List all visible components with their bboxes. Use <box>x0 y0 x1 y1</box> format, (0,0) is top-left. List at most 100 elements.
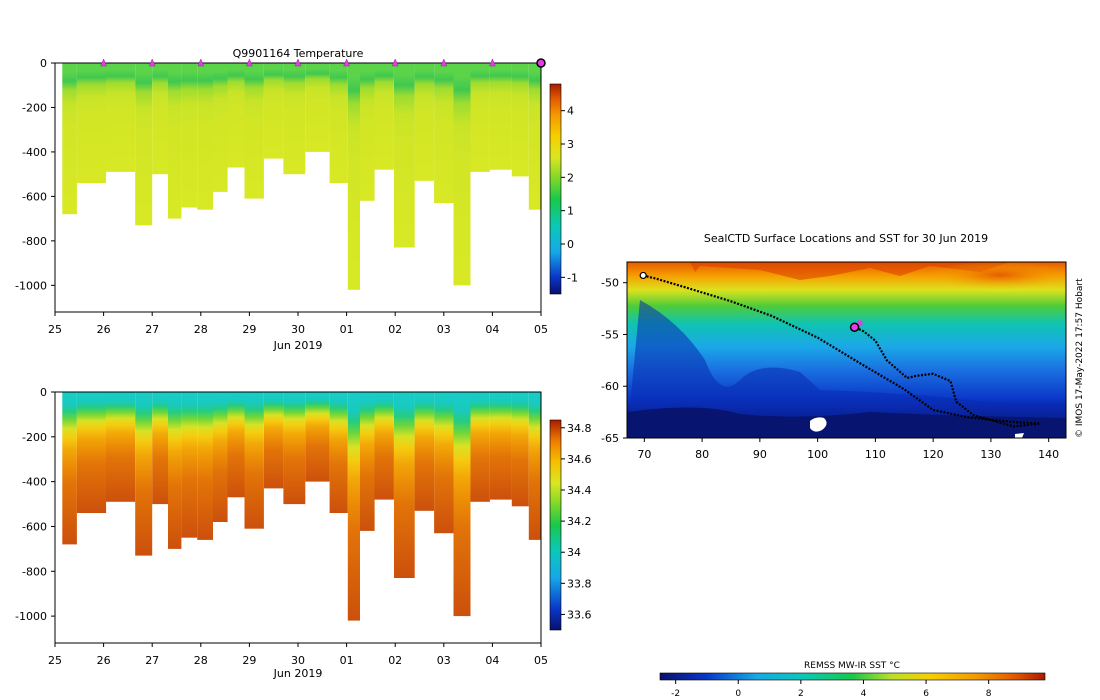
colorbar-tick-label: 33.6 <box>567 608 592 621</box>
profile-column <box>76 63 107 184</box>
seal-track <box>639 271 1041 428</box>
profile-column <box>414 392 434 511</box>
profile-marker <box>391 58 399 67</box>
colorbar-tick-label: -2 <box>671 689 680 699</box>
profile-column <box>227 392 245 498</box>
salinity-x-axis: 25 26 27 28 29 30 01 02 03 04 05 <box>48 643 548 667</box>
profile-column <box>453 392 471 617</box>
y-tick-label: -600 <box>22 520 47 533</box>
temperature-y-axis: 0 -200 -400 -600 -800 -1000 <box>15 57 55 292</box>
x-tick-label: 30 <box>291 654 305 667</box>
y-tick-label: -400 <box>22 146 47 159</box>
x-tick-label: 01 <box>340 323 354 336</box>
x-tick-label: 05 <box>534 654 548 667</box>
profile-column <box>168 392 182 549</box>
profile-column <box>374 63 394 170</box>
profile-column <box>347 392 360 621</box>
colorbar-tick-label: 3 <box>567 138 574 151</box>
profile-column <box>264 392 284 489</box>
profile-column <box>283 392 306 505</box>
x-tick-label: 27 <box>145 654 159 667</box>
y-tick-label: -50 <box>601 277 619 290</box>
profile-column <box>181 392 198 538</box>
profile-column <box>135 63 153 226</box>
x-tick-label: 80 <box>695 448 709 461</box>
profile-marker <box>343 58 350 67</box>
colorbar-tick-label: 0 <box>567 238 574 251</box>
profile-column <box>181 63 198 208</box>
colorbar-tick-label: 4 <box>567 105 574 118</box>
profile-marker <box>148 58 156 67</box>
x-tick-label: 130 <box>980 448 1001 461</box>
profile-column <box>168 63 182 219</box>
y-tick-label: -800 <box>22 565 47 578</box>
y-tick-label: 0 <box>40 386 47 399</box>
profile-column <box>283 63 306 175</box>
colorbar-tick-label: -1 <box>567 271 578 284</box>
profile-column <box>62 63 77 215</box>
x-tick-label: 140 <box>1038 448 1059 461</box>
profile-column <box>152 63 168 175</box>
profile-column <box>394 63 415 248</box>
x-tick-label: 02 <box>388 654 402 667</box>
profile-column <box>135 392 153 556</box>
x-tick-label: 90 <box>753 448 767 461</box>
profile-column <box>106 392 136 502</box>
cold-water-region <box>627 300 1066 438</box>
salinity-colorbar-ticks: 33.6 33.8 34 34.2 34.4 34.6 34.8 <box>561 422 592 621</box>
profile-column <box>470 63 490 172</box>
profile-marker <box>440 58 448 67</box>
warm-water-patch <box>930 261 1070 289</box>
warm-water-band <box>627 262 1010 280</box>
profile-markers <box>100 58 546 68</box>
x-tick-label: 27 <box>145 323 159 336</box>
x-tick-label: 05 <box>534 323 548 336</box>
track-line <box>642 274 1041 428</box>
x-tick-label: 26 <box>97 323 111 336</box>
profile-column <box>528 63 541 210</box>
coast-landmass <box>1015 433 1024 438</box>
colorbar-tick-label: 6 <box>923 689 929 699</box>
track-start-marker <box>639 271 647 280</box>
y-tick-label: -400 <box>22 476 47 489</box>
profile-column <box>213 63 228 192</box>
profile-column <box>244 63 264 199</box>
profile-marker <box>489 58 496 67</box>
temperature-panel: Q9901164 Temperature 0 -200 -400 -600 -800 -1… <box>15 47 578 352</box>
y-tick-label: -600 <box>22 190 47 203</box>
temperature-x-axis: 25 26 27 28 29 30 01 02 03 04 05 <box>48 312 548 336</box>
colorbar-tick-label: 8 <box>986 689 992 699</box>
profile-column <box>360 392 375 531</box>
profile-marker <box>246 58 253 67</box>
y-tick-label: -60 <box>601 380 619 393</box>
profile-column <box>305 63 330 152</box>
x-tick-label: 28 <box>194 323 208 336</box>
y-tick-label: -200 <box>22 101 47 114</box>
x-tick-label: 26 <box>97 654 111 667</box>
temperature-colorbar-ticks: -1 0 1 2 3 4 <box>561 105 578 284</box>
profile-column <box>528 392 541 540</box>
profile-column <box>329 63 348 184</box>
imos-credit: © IMOS 17-May-2022 17:57 Hobart <box>1075 278 1085 438</box>
y-tick-label: -55 <box>601 328 619 341</box>
island-landmass <box>810 417 827 432</box>
profile-column <box>453 63 471 286</box>
x-tick-label: 25 <box>48 323 62 336</box>
antarctic-margin <box>627 407 1066 438</box>
profile-column <box>374 392 394 500</box>
profile-marker <box>197 58 205 67</box>
profile-column <box>76 392 107 513</box>
y-tick-label: -1000 <box>15 279 47 292</box>
y-tick-label: -800 <box>22 235 47 248</box>
profile-marker <box>294 58 302 67</box>
profile-column <box>152 392 168 505</box>
profile-column <box>213 392 228 522</box>
salinity-colorbar <box>549 419 562 631</box>
colorbar-tick-label: 34.6 <box>567 453 592 466</box>
x-tick-label: 70 <box>637 448 651 461</box>
sst-colorbar-ticks: -2 0 2 4 6 8 <box>671 680 992 699</box>
map-x-axis: 70 80 90 100 110 120 130 140 <box>637 438 1059 461</box>
temperature-colorbar <box>549 83 562 295</box>
colorbar-tick-label: 1 <box>567 205 574 218</box>
